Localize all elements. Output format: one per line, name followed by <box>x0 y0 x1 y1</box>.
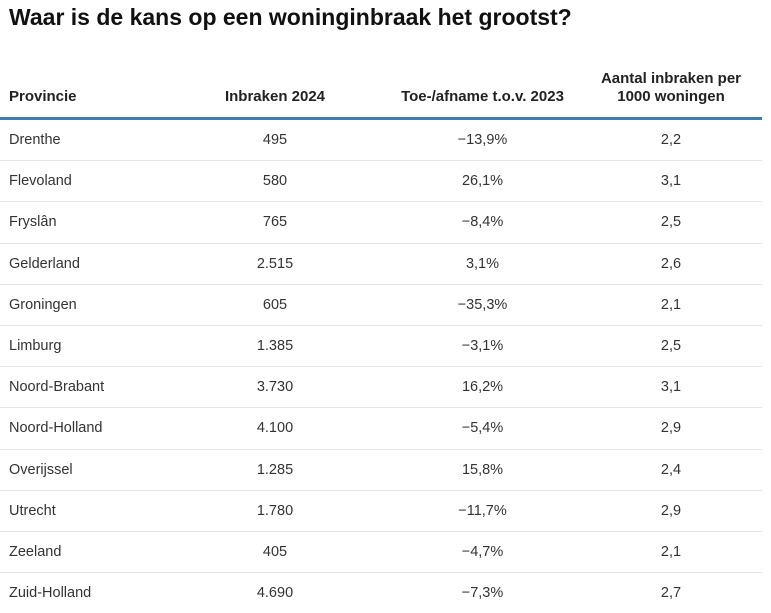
change-cell: −35,3% <box>385 284 580 325</box>
column-header-per-1000: Aantal inbraken per 1000 woningen <box>580 56 762 119</box>
column-header-toe-afname: Toe-/afname t.o.v. 2023 <box>385 56 580 119</box>
inbraken-cell: 4.690 <box>165 573 385 613</box>
per-1000-cell: 2,1 <box>580 531 762 572</box>
inbraken-cell: 3.730 <box>165 367 385 408</box>
change-cell: −3,1% <box>385 325 580 366</box>
inbraken-cell: 2.515 <box>165 243 385 284</box>
inbraken-cell: 1.385 <box>165 325 385 366</box>
change-cell: −4,7% <box>385 531 580 572</box>
column-header-per-1000-label: Aantal inbraken per 1000 woningen <box>591 70 751 106</box>
change-cell: 15,8% <box>385 449 580 490</box>
data-table: Provincie Inbraken 2024 Toe-/afname t.o.… <box>0 56 762 613</box>
provincie-cell: Drenthe <box>0 119 165 161</box>
provincie-cell: Noord-Holland <box>0 408 165 449</box>
per-1000-cell: 2,5 <box>580 202 762 243</box>
change-cell: 26,1% <box>385 161 580 202</box>
inbraken-cell: 405 <box>165 531 385 572</box>
per-1000-cell: 2,5 <box>580 325 762 366</box>
per-1000-cell: 3,1 <box>580 367 762 408</box>
provincie-cell: Zeeland <box>0 531 165 572</box>
inbraken-cell: 580 <box>165 161 385 202</box>
change-cell: −8,4% <box>385 202 580 243</box>
provincie-cell: Noord-Brabant <box>0 367 165 408</box>
per-1000-cell: 2,7 <box>580 573 762 613</box>
inbraken-cell: 1.780 <box>165 490 385 531</box>
change-cell: 16,2% <box>385 367 580 408</box>
per-1000-cell: 3,1 <box>580 161 762 202</box>
column-header-inbraken-2024: Inbraken 2024 <box>165 56 385 119</box>
chart-title: Waar is de kans op een woninginbraak het… <box>9 4 572 31</box>
provincie-cell: Fryslân <box>0 202 165 243</box>
per-1000-cell: 2,9 <box>580 408 762 449</box>
inbraken-cell: 765 <box>165 202 385 243</box>
change-cell: −7,3% <box>385 573 580 613</box>
header-row: Provincie Inbraken 2024 Toe-/afname t.o.… <box>0 56 762 119</box>
provincie-cell: Limburg <box>0 325 165 366</box>
change-cell: −5,4% <box>385 408 580 449</box>
per-1000-cell: 2,4 <box>580 449 762 490</box>
provincie-cell: Utrecht <box>0 490 165 531</box>
provincie-cell: Zuid-Holland <box>0 573 165 613</box>
inbraken-cell: 1.285 <box>165 449 385 490</box>
provincie-cell: Flevoland <box>0 161 165 202</box>
column-header-provincie: Provincie <box>0 56 165 119</box>
change-cell: −13,9% <box>385 119 580 161</box>
inbraken-cell: 495 <box>165 119 385 161</box>
per-1000-cell: 2,2 <box>580 119 762 161</box>
per-1000-cell: 2,9 <box>580 490 762 531</box>
per-1000-cell: 2,6 <box>580 243 762 284</box>
change-cell: 3,1% <box>385 243 580 284</box>
change-cell: −11,7% <box>385 490 580 531</box>
inbraken-cell: 605 <box>165 284 385 325</box>
inbraken-cell: 4.100 <box>165 408 385 449</box>
provincie-cell: Gelderland <box>0 243 165 284</box>
provincie-cell: Overijssel <box>0 449 165 490</box>
per-1000-cell: 2,1 <box>580 284 762 325</box>
provincie-cell: Groningen <box>0 284 165 325</box>
